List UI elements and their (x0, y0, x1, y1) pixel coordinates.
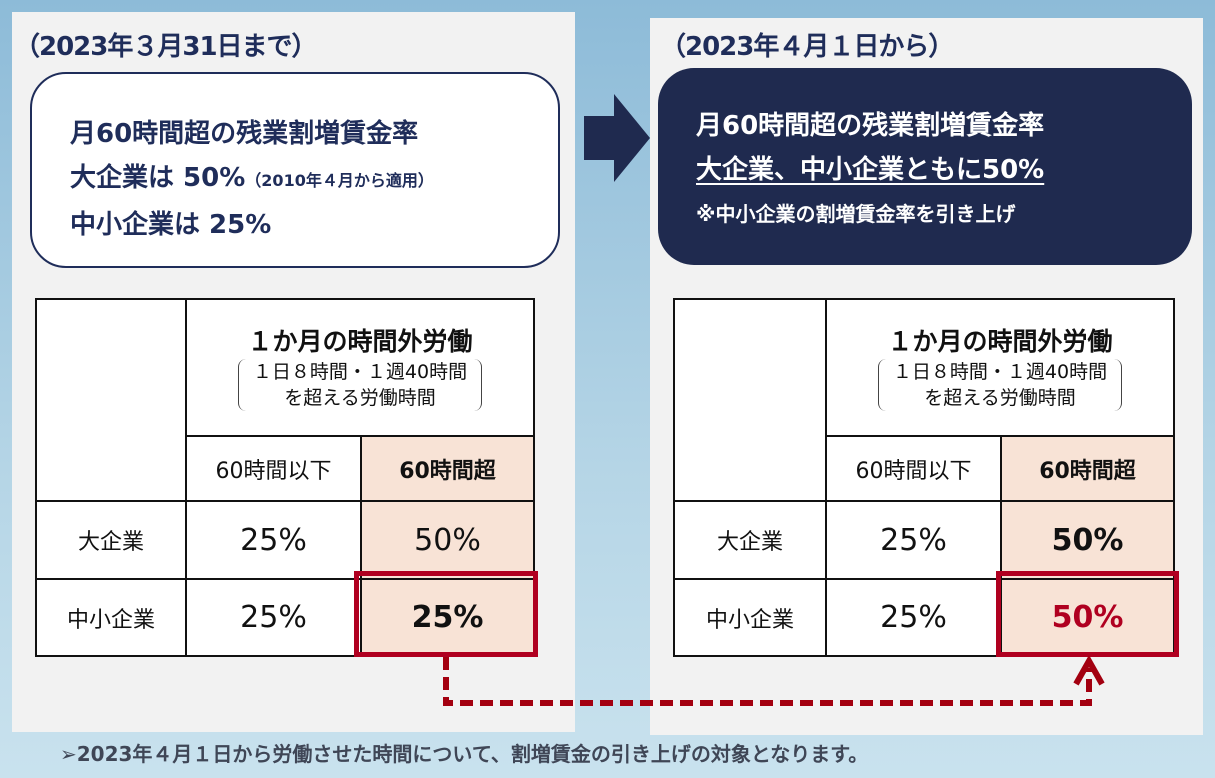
cell-value: 50% (360, 500, 535, 580)
table-row: 中小企業 25% 50% (673, 578, 1175, 657)
cell-value: 25% (825, 500, 1002, 580)
before-line2-wrap: 大企業は 50%（2010年４月から適用） (70, 156, 558, 203)
col-header-60-or-less: 60時間以下 (185, 435, 362, 502)
before-line2: 大企業は 50% (70, 163, 246, 193)
cell-value: 25% (825, 578, 1002, 657)
subheader1: １日８時間・１週40時間 (892, 360, 1108, 383)
before-line3: 中小企業は 25% (70, 210, 272, 240)
corner-cell (673, 298, 827, 502)
table-row: 大企業 25% 50% (673, 500, 1175, 580)
subheader2: を超える労働時間 (924, 386, 1076, 409)
subheader2: を超える労働時間 (284, 386, 436, 409)
before-title: （2023年３月31日まで） (14, 32, 318, 62)
header-sub: １日８時間・１週40時間 を超える労働時間 (877, 358, 1123, 411)
header-label: １か月の時間外労働 (247, 326, 473, 356)
before-rate-table: １か月の時間外労働 １日８時間・１週40時間 を超える労働時間 60時間以下 60時間… (35, 298, 535, 657)
table-row: 大企業 25% 50% (35, 500, 535, 580)
subheader1: １日８時間・１週40時間 (252, 360, 468, 383)
before-highlight-box (354, 571, 538, 657)
row-label: 中小企業 (673, 578, 827, 657)
after-line1: 月60時間超の残業割増賃金率 (696, 111, 1045, 141)
cell-value: 25% (185, 578, 362, 657)
right-arrow-icon (584, 94, 650, 182)
header-label: １か月の時間外労働 (887, 326, 1113, 356)
before-summary-box: 月60時間超の残業割増賃金率 大企業は 50%（2010年４月から適用） 中小企… (30, 72, 560, 268)
after-highlight-box (996, 571, 1179, 657)
col-header-60-or-less: 60時間以下 (825, 435, 1002, 502)
row-label: 中小企業 (35, 578, 187, 657)
table-header: １か月の時間外労働 １日８時間・１週40時間 を超える労働時間 (825, 298, 1175, 437)
after-title: （2023年４月１日から） (660, 32, 954, 62)
cell-value: 50% (1000, 578, 1175, 657)
footer-note: ➢2023年４月１日から労働させた時間について、割増賃金の引き上げの対象となりま… (60, 742, 869, 766)
before-line1: 月60時間超の残業割増賃金率 (70, 119, 419, 149)
corner-cell (35, 298, 187, 502)
row-label: 大企業 (673, 500, 827, 580)
after-rate-table: １か月の時間外労働 １日８時間・１週40時間 を超える労働時間 60時間以下 60時間… (673, 298, 1175, 657)
cell-value: 25% (185, 500, 362, 580)
arrow-head-icon (1073, 654, 1105, 686)
before-line2-note: （2010年４月から適用） (245, 171, 434, 190)
col-header-over-60: 60時間超 (1000, 435, 1175, 502)
table-header: １か月の時間外労働 １日８時間・１週40時間 を超える労働時間 (185, 298, 535, 437)
after-line3: ※中小企業の割増賃金率を引き上げ (696, 202, 1016, 226)
row-label: 大企業 (35, 500, 187, 580)
header-sub: １日８時間・１週40時間 を超える労働時間 (237, 358, 483, 411)
after-line2: 大企業、中小企業ともに50% (696, 155, 1045, 185)
cell-value: 50% (1000, 500, 1175, 580)
col-header-over-60: 60時間超 (360, 435, 535, 502)
after-summary-box: 月60時間超の残業割増賃金率 大企業、中小企業ともに50% ※中小企業の割増賃金… (658, 68, 1192, 265)
